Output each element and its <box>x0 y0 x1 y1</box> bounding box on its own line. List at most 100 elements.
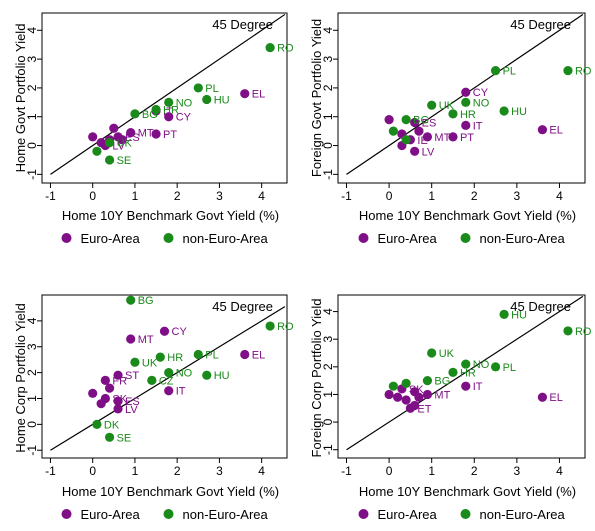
y-tick-label: 0 <box>25 421 39 428</box>
legend-non-euro-label: non-Euro-Area <box>183 231 269 246</box>
y-axis-label: Home Corp Portfolio Yield <box>13 303 28 453</box>
data-point-non-euro <box>448 367 458 377</box>
y-tick-label: 2 <box>25 84 39 91</box>
forty-five-degree-line <box>346 295 584 451</box>
legend: Euro-Area non-Euro-Area <box>61 231 269 246</box>
data-label: EL <box>252 89 265 101</box>
x-tick-label: 2 <box>471 189 478 203</box>
data-point-euro <box>422 389 433 400</box>
data-point-non-euro <box>563 66 573 76</box>
data-point-euro <box>401 395 411 405</box>
data-label: NO <box>473 359 490 371</box>
y-tick-label: 3 <box>25 343 39 350</box>
data-point-euro <box>537 392 548 402</box>
data-label: RO <box>575 66 592 78</box>
legend-non-euro-label: non-Euro-Area <box>480 507 566 522</box>
x-tick-label: 1 <box>132 464 139 478</box>
legend-euro-marker <box>358 233 369 243</box>
data-label: UK <box>142 357 158 369</box>
data-point-euro <box>159 326 170 336</box>
data-label: PT <box>460 132 474 144</box>
y-tick-label: 3 <box>321 336 335 343</box>
data-point-euro <box>410 117 420 128</box>
data-point-euro <box>117 135 127 145</box>
plot-frame <box>337 12 586 184</box>
data-label: HU <box>214 370 230 382</box>
data-label: IT <box>473 381 483 393</box>
y-tick-label: 4 <box>25 317 39 324</box>
data-point-non-euro <box>92 146 102 156</box>
x-tick-label: 0 <box>89 464 96 478</box>
legend: Euro-Area non-Euro-Area <box>61 507 269 522</box>
data-label: RO <box>575 326 592 338</box>
data-label: CY <box>473 87 489 99</box>
data-label: CY <box>176 112 192 124</box>
data-point-non-euro <box>130 109 140 119</box>
x-tick-label: -1 <box>341 189 352 203</box>
data-point-non-euro <box>490 362 501 372</box>
data-point-euro <box>113 396 123 406</box>
y-tick-label: 2 <box>321 84 335 91</box>
x-tick-label: 2 <box>174 464 181 478</box>
data-label: BG <box>138 295 154 307</box>
x-tick-label: 3 <box>514 464 521 478</box>
y-tick-label: 1 <box>25 395 39 402</box>
data-point-non-euro <box>499 106 509 116</box>
data-point-non-euro <box>427 348 437 358</box>
data-point-non-euro <box>499 309 509 319</box>
data-point-non-euro <box>427 100 437 110</box>
data-point-euro <box>384 115 394 125</box>
data-label: HU <box>511 309 527 321</box>
data-point-euro <box>384 389 394 400</box>
panel-4: 45 Degree -1 0 1 2 3 4 -1 0 1 2 3 4 Home 10Y Benchmar… <box>309 294 592 522</box>
data-point-non-euro <box>130 357 140 367</box>
data-point-non-euro <box>104 155 115 165</box>
data-label: NO <box>176 368 193 380</box>
data-label: NO <box>176 97 193 109</box>
plot-frame <box>41 12 288 184</box>
data-label: RO <box>277 43 294 55</box>
data-point-non-euro <box>202 370 212 380</box>
data-label: UK <box>439 348 455 360</box>
data-point-non-euro <box>164 97 174 107</box>
data-point-non-euro <box>388 381 398 391</box>
y-tick-label: 2 <box>321 363 335 370</box>
legend-non-euro-marker <box>460 233 471 243</box>
x-tick-label: 1 <box>428 464 435 478</box>
legend-non-euro-label: non-Euro-Area <box>183 507 269 522</box>
data-label: FR <box>112 375 127 387</box>
data-point-non-euro <box>104 138 115 148</box>
y-tick-label: 0 <box>25 142 39 149</box>
data-point-non-euro <box>92 419 102 429</box>
x-tick-label: 1 <box>428 189 435 203</box>
data-label: CY <box>172 326 188 338</box>
y-tick-label: -1 <box>25 445 39 456</box>
legend-euro-marker <box>358 509 369 519</box>
data-label: HR <box>163 105 179 117</box>
y-tick-label: 3 <box>321 55 335 62</box>
data-label: MT <box>434 389 450 401</box>
x-tick-label: 0 <box>386 189 393 203</box>
data-label: IT <box>473 120 483 132</box>
data-label: ET <box>417 403 431 415</box>
y-tick-label: -1 <box>321 444 335 455</box>
data-label: SE <box>117 432 132 444</box>
data-label: UK <box>117 138 133 150</box>
y-tick-label: 2 <box>25 369 39 376</box>
data-point-non-euro <box>193 349 203 360</box>
data-point-non-euro <box>164 368 174 378</box>
data-point-euro <box>240 89 250 99</box>
data-point-non-euro <box>461 359 471 369</box>
y-axis-label: Home Govt Portfolio Yield <box>13 24 28 173</box>
x-tick-label: 3 <box>216 464 223 478</box>
legend-non-euro-label: non-Euro-Area <box>480 231 566 246</box>
data-label: LV <box>125 404 138 416</box>
x-tick-label: 2 <box>471 464 478 478</box>
data-point-non-euro <box>401 115 411 125</box>
annotation-45-degree: 45 Degree <box>510 299 571 314</box>
x-tick-label: -1 <box>45 189 56 203</box>
data-label: SK <box>112 393 127 405</box>
data-label: EL <box>549 392 562 404</box>
y-tick-label: 1 <box>321 391 335 398</box>
